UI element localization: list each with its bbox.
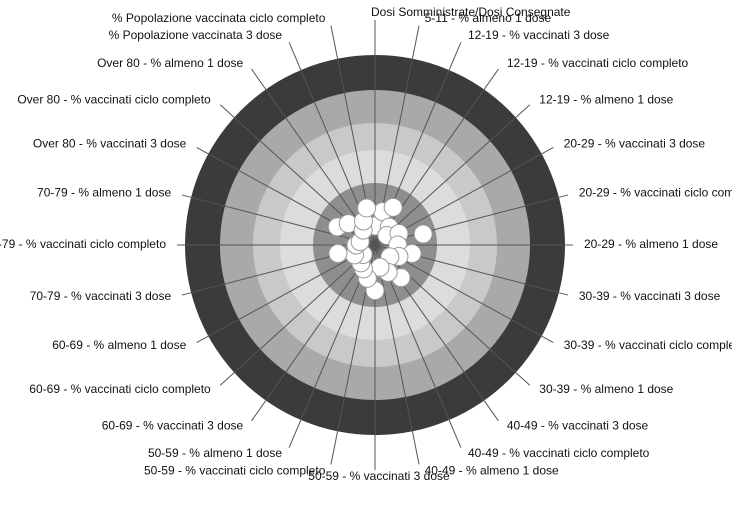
data-point bbox=[413, 224, 433, 244]
axis-label: 60-69 - % vaccinati ciclo completo bbox=[29, 382, 211, 396]
spoke bbox=[251, 68, 376, 246]
axis-label: % Popolazione vaccinata ciclo completo bbox=[112, 11, 326, 25]
spoke bbox=[196, 244, 376, 344]
axis-label: 20-29 - % vaccinati ciclo completo bbox=[579, 186, 732, 200]
axis-label: 50-59 - % almeno 1 dose bbox=[148, 446, 282, 460]
axis-label: 30-39 - % almeno 1 dose bbox=[539, 382, 673, 396]
axis-label: Dosi Somministrate/Dosi Consegnate bbox=[371, 5, 571, 19]
axis-label: % Popolazione vaccinata 3 dose bbox=[109, 28, 283, 42]
axis-label: 40-49 - % vaccinati 3 dose bbox=[507, 419, 649, 433]
axis-label: 12-19 - % vaccinati ciclo completo bbox=[507, 56, 689, 70]
data-point bbox=[383, 197, 403, 217]
axis-label: 12-19 - % vaccinati 3 dose bbox=[468, 28, 610, 42]
axis-label: 50-59 - % vaccinati ciclo completo bbox=[144, 463, 326, 477]
axis-label: 60-69 - % vaccinati 3 dose bbox=[102, 419, 244, 433]
axis-label: 30-39 - % vaccinati ciclo completo bbox=[564, 338, 732, 352]
axis-label: 70-79 - % vaccinati ciclo completo bbox=[0, 237, 166, 251]
axis-label: 20-29 - % vaccinati 3 dose bbox=[564, 137, 706, 151]
spoke bbox=[251, 244, 376, 422]
axis-label: 60-69 - % almeno 1 dose bbox=[52, 338, 186, 352]
axis-label: 30-39 - % vaccinati 3 dose bbox=[579, 289, 721, 303]
spoke bbox=[181, 194, 376, 246]
axis-label: Over 80 - % almeno 1 dose bbox=[97, 56, 243, 70]
axis-label: 50-59 - % vaccinati 3 dose bbox=[308, 469, 450, 483]
axis-label: 40-49 - % vaccinati ciclo completo bbox=[468, 446, 650, 460]
axis-label: 70-79 - % almeno 1 dose bbox=[37, 186, 171, 200]
spoke bbox=[374, 244, 420, 465]
axis-label: Over 80 - % vaccinati ciclo completo bbox=[17, 93, 211, 107]
axis-label: 70-79 - % vaccinati 3 dose bbox=[30, 289, 172, 303]
axis-label: 5-11 - % almeno 1 dose bbox=[425, 11, 552, 25]
axis-label: Over 80 - % vaccinati 3 dose bbox=[33, 137, 187, 151]
spoke bbox=[219, 244, 376, 386]
axis-label: 40-49 - % almeno 1 dose bbox=[425, 463, 559, 477]
spoke bbox=[374, 104, 531, 246]
axis-label: 20-29 - % almeno 1 dose bbox=[584, 237, 718, 251]
data-point bbox=[328, 243, 348, 263]
axis-label: 12-19 - % almeno 1 dose bbox=[539, 93, 673, 107]
data-point bbox=[357, 198, 377, 218]
